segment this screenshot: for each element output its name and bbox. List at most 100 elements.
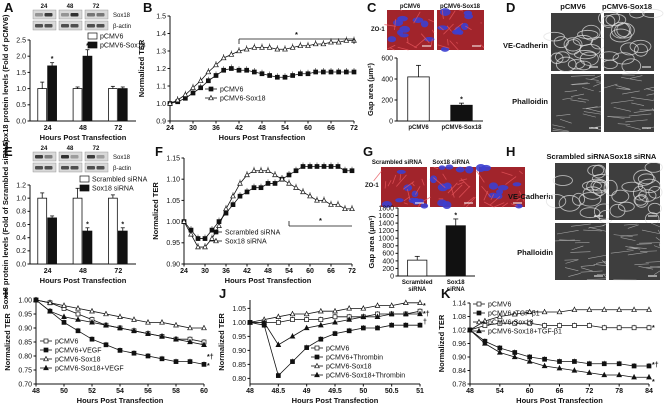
data-point: [251, 167, 257, 173]
cell-border: [611, 189, 630, 203]
junction-stain: [423, 196, 431, 202]
junction-stain: [389, 47, 395, 51]
cell-border: [590, 179, 609, 192]
y-tick-label: 1.5: [16, 70, 26, 77]
data-point: [258, 185, 264, 191]
data-point: [266, 44, 273, 50]
actin-fiber: [552, 124, 566, 128]
actin-fiber: [598, 90, 602, 93]
significance-star: *: [460, 97, 463, 104]
data-point: [321, 197, 327, 203]
data-point: [631, 306, 637, 312]
cell-border: [629, 39, 652, 54]
data-point: [89, 319, 95, 325]
data-point: [631, 374, 637, 380]
significance-mark: *: [423, 303, 426, 310]
data-point: [43, 347, 49, 353]
x-tick-label: 24: [44, 268, 52, 275]
cell-border: [633, 195, 648, 206]
junction-stain: [449, 40, 459, 51]
bar-treatment: [117, 88, 128, 122]
junction-stain: [441, 9, 444, 20]
data-point: [190, 90, 196, 96]
x-tick-label: 54: [285, 268, 293, 275]
zo1-micrograph-pcmv6: [384, 9, 435, 51]
significance-mark: *†: [207, 354, 214, 361]
data-point: [511, 353, 518, 360]
actin-fiber: [606, 116, 625, 119]
cell-border: [634, 194, 649, 208]
panel-k-line-chart: 0.78 0.84 0.90 0.96 1.02 1.08 1.14 48 54 60 66 72 78…: [437, 300, 659, 405]
phalloidin-pcmv6-sox18: [603, 74, 655, 132]
data-point: [75, 328, 81, 334]
x-tick-label: 50.5: [385, 388, 399, 395]
junction-stain: [516, 197, 521, 201]
y-tick-label: 0.9: [156, 118, 166, 125]
junction-stain: [483, 201, 494, 208]
actin-fiber: [620, 234, 638, 237]
data-point: [417, 299, 423, 305]
cell-border: [601, 15, 616, 28]
significance-star: *: [51, 56, 54, 63]
junction-stain: [451, 184, 463, 196]
blot-band: [87, 13, 95, 17]
actin-fiber: [583, 229, 602, 232]
actin-fiber: [601, 260, 607, 265]
cell-border: [605, 13, 627, 27]
data-point: [360, 313, 367, 319]
blot-band: [96, 166, 105, 170]
data-point: [314, 164, 320, 169]
data-point: [75, 305, 81, 311]
data-point: [586, 323, 592, 328]
blot-band: [61, 13, 69, 17]
actin-fiber: [622, 90, 640, 95]
data-point: [343, 37, 350, 43]
data-point: [476, 301, 482, 307]
data-point: [388, 310, 395, 317]
bar-control: [37, 88, 48, 122]
data-point: [187, 359, 193, 364]
data-point: [272, 171, 278, 178]
cell-border: [644, 161, 663, 173]
x-tick-label: pCMV6: [408, 125, 429, 131]
micrograph-background: [551, 74, 601, 132]
panel-g-micrographs: Scrambled siRNA Sox18 siRNA ZO-1: [365, 160, 525, 209]
data-point: [317, 321, 324, 328]
data-point: [202, 236, 208, 241]
y-tick-label: 0.90: [232, 348, 246, 355]
y-tick-label: 1.0: [16, 196, 26, 203]
data-point: [208, 94, 214, 101]
legend-entry: pCMV6-Sox18+TGF-β1: [488, 329, 562, 336]
data-point: [131, 327, 137, 333]
data-point: [360, 325, 366, 331]
data-point: [131, 316, 137, 322]
y-tick-label: 0.90: [166, 261, 180, 268]
nucleus: [408, 197, 417, 203]
data-point: [646, 363, 652, 369]
panel-h-micrographs: Scrambled siRNA Sox18 siRNA VE-Cadherin Pha…: [508, 152, 663, 281]
data-point: [289, 310, 296, 317]
data-point: [346, 316, 353, 322]
data-point: [318, 317, 324, 322]
x-tick-label: 51: [416, 388, 424, 395]
actin-fiber: [650, 222, 661, 228]
data-point: [187, 338, 193, 345]
y-tick-label: 1.10: [166, 177, 180, 184]
significance-star: *: [121, 221, 124, 228]
junction-stain: [447, 38, 449, 46]
data-point: [476, 310, 482, 316]
y-tick-label: 200: [382, 266, 394, 273]
legend-entry: pCMV6-Sox18: [326, 364, 372, 371]
blot-band: [96, 24, 105, 28]
blot-band: [61, 166, 69, 170]
data-point: [541, 308, 548, 315]
data-point: [209, 227, 215, 233]
data-point: [261, 319, 268, 325]
phalloidin-pcmv6: [551, 74, 602, 133]
data-point: [43, 338, 49, 344]
data-point: [293, 168, 299, 174]
data-point: [103, 321, 109, 328]
junction-stain: [414, 38, 426, 48]
legend-entry: Sox18 siRNA: [225, 239, 267, 246]
